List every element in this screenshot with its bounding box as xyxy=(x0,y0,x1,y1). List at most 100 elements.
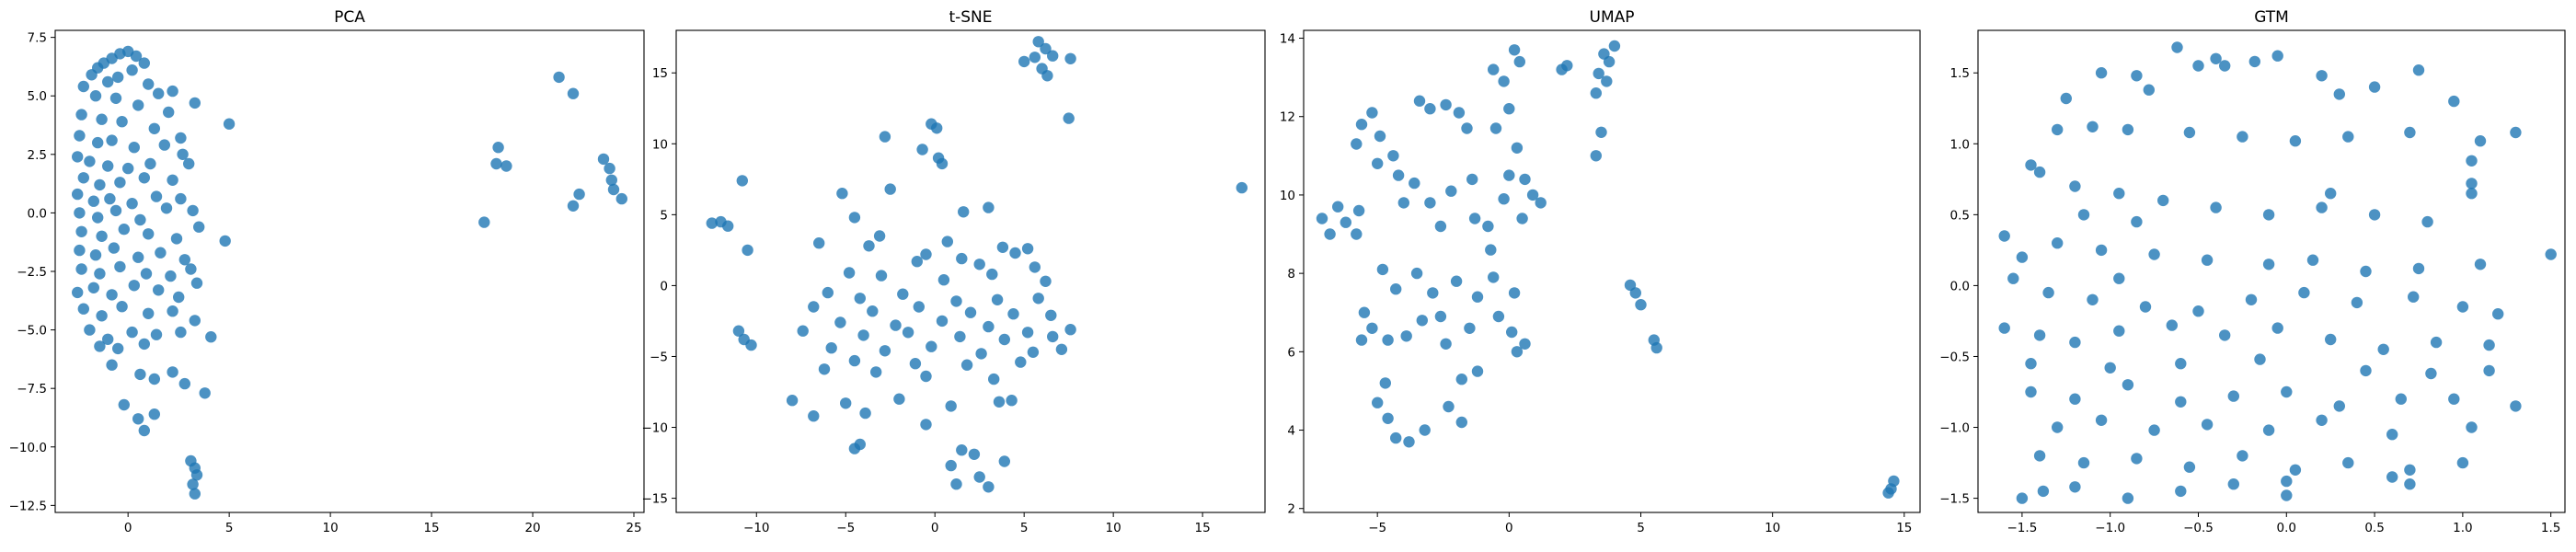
scatter-point xyxy=(2122,379,2134,391)
scatter-point xyxy=(2545,248,2557,260)
scatter-point xyxy=(134,368,146,381)
y-tick-label: 10 xyxy=(1280,189,1295,203)
scatter-point xyxy=(94,268,106,280)
scatter-point xyxy=(848,443,861,454)
scatter-point xyxy=(879,345,891,357)
scatter-point xyxy=(2404,478,2416,490)
scatter-point xyxy=(75,263,87,275)
scatter-point xyxy=(1595,126,1607,138)
scatter-point xyxy=(786,395,799,407)
scatter-point xyxy=(2025,385,2037,398)
scatter-point xyxy=(2007,272,2019,284)
y-tick-label: 10 xyxy=(652,137,668,152)
scatter-point xyxy=(1064,324,1076,336)
scatter-point xyxy=(2386,471,2398,483)
scatter-point xyxy=(138,57,150,69)
scatter-point xyxy=(2192,305,2204,317)
y-tick-label: −0.5 xyxy=(1939,350,1970,364)
scatter-point xyxy=(2183,461,2196,473)
scatter-point xyxy=(2281,489,2293,501)
scatter-point xyxy=(2306,254,2319,266)
scatter-point xyxy=(1443,400,1455,413)
scatter-point xyxy=(604,162,615,175)
scatter-point xyxy=(863,240,875,252)
scatter-point xyxy=(1064,52,1076,64)
scatter-point xyxy=(1561,60,1573,72)
scatter-point xyxy=(1032,36,1044,48)
scatter-point xyxy=(1409,177,1420,190)
scatter-point xyxy=(2466,178,2478,190)
scatter-point xyxy=(126,64,138,76)
scatter-point xyxy=(102,333,114,345)
x-tick-label: 10 xyxy=(1106,521,1121,535)
scatter-point xyxy=(2052,123,2064,136)
scatter-point xyxy=(2404,126,2416,139)
scatter-point xyxy=(163,106,175,119)
scatter-point xyxy=(818,363,831,375)
scatter-point xyxy=(89,249,102,261)
scatter-point xyxy=(2483,364,2495,377)
scatter-point xyxy=(2042,286,2054,299)
scatter-point xyxy=(870,366,882,378)
scatter-point xyxy=(177,148,189,160)
scatter-point xyxy=(118,224,130,236)
scatter-point xyxy=(1366,107,1378,119)
scatter-point xyxy=(74,207,86,219)
scatter-point xyxy=(884,183,896,195)
scatter-point xyxy=(1471,291,1484,303)
scatter-point xyxy=(118,398,130,411)
scatter-point xyxy=(1366,322,1378,334)
scatter-point xyxy=(2316,201,2328,213)
scatter-point xyxy=(128,142,140,154)
scatter-point xyxy=(1029,52,1041,63)
scatter-point xyxy=(2201,419,2214,431)
scatter-point xyxy=(1593,67,1604,80)
scatter-point xyxy=(75,109,87,121)
scatter-point xyxy=(2175,396,2187,408)
scatter-point xyxy=(132,251,144,263)
scatter-point xyxy=(1419,424,1431,436)
scatter-point xyxy=(1424,197,1436,209)
scatter-point xyxy=(77,303,90,315)
scatter-point xyxy=(2262,259,2275,270)
scatter-point xyxy=(945,400,957,412)
scatter-point xyxy=(1511,346,1524,358)
scatter-point xyxy=(1471,365,1484,377)
scatter-point xyxy=(836,188,848,200)
scatter-point xyxy=(897,288,909,300)
scatter-point xyxy=(1392,169,1405,181)
scatter-point xyxy=(143,307,155,319)
scatter-point xyxy=(1351,228,1363,240)
scatter-point xyxy=(732,325,745,337)
scatter-point xyxy=(2456,456,2469,469)
scatter-point xyxy=(148,408,160,420)
scatter-point xyxy=(553,71,565,84)
x-tick-label: 5 xyxy=(1020,521,1029,535)
scatter-point xyxy=(1324,228,1336,240)
scatter-point xyxy=(122,162,134,175)
x-tick-label: −5 xyxy=(1368,521,1386,535)
scatter-point xyxy=(988,373,1000,385)
scatter-point xyxy=(848,354,861,367)
scatter-point xyxy=(913,301,925,313)
scatter-point xyxy=(968,448,981,460)
scatter-point xyxy=(1027,346,1040,358)
scatter-point xyxy=(2131,215,2143,228)
scatter-point xyxy=(956,444,968,456)
scatter-point xyxy=(175,192,187,205)
y-tick-label: 14 xyxy=(1280,32,1295,47)
scatter-point xyxy=(1450,275,1463,287)
scatter-point xyxy=(2025,358,2037,370)
scatter-point xyxy=(2289,135,2302,147)
x-tick-label: 15 xyxy=(423,521,439,535)
scatter-point xyxy=(96,113,108,125)
scatter-point xyxy=(223,118,236,130)
scatter-point xyxy=(2262,424,2275,436)
scatter-point xyxy=(950,478,962,490)
x-tick-label: 1.5 xyxy=(2541,521,2560,535)
scatter-point xyxy=(205,331,217,343)
scatter-point xyxy=(808,410,820,422)
scatter-point xyxy=(2183,126,2196,139)
scatter-point xyxy=(74,130,86,142)
scatter-point xyxy=(478,216,490,228)
